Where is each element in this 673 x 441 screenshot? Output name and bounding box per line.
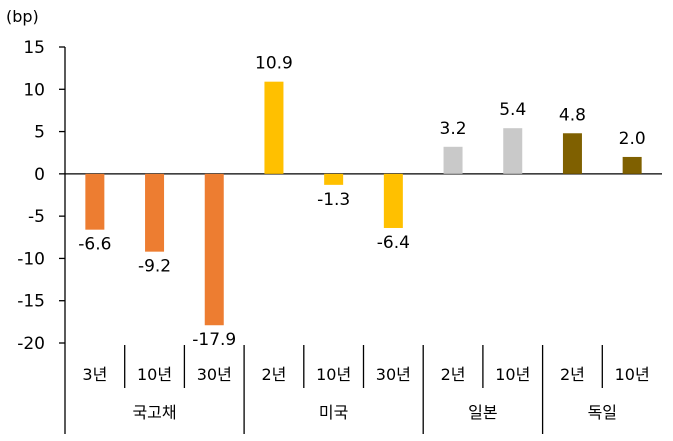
bar: [622, 156, 642, 174]
x-category-label: 10년: [316, 365, 351, 384]
x-category-label: 3년: [82, 365, 107, 384]
y-tick-label: -20: [17, 334, 45, 354]
y-tick-label: 10: [23, 80, 45, 100]
y-tick-label: -10: [17, 249, 45, 269]
data-label: 2.0: [619, 129, 646, 149]
bar: [503, 128, 523, 174]
x-group-label: 국고채: [132, 403, 176, 422]
bar: [264, 81, 284, 174]
data-label: 4.8: [559, 105, 586, 125]
x-category-label: 10년: [137, 365, 172, 384]
y-tick-label: 15: [23, 38, 45, 58]
data-labels: -6.6 -9.2 -17.9 10.9 -1.3 -6.4 3.2 5.4 4.8 2.0: [78, 54, 645, 351]
data-label: -1.3: [317, 190, 350, 210]
y-unit-label: (bp): [6, 7, 39, 26]
x-category-label: 2년: [261, 365, 286, 384]
x-category-label: 30년: [197, 365, 232, 384]
y-tick-label: 0: [34, 165, 45, 185]
x-category-label: 10년: [615, 365, 650, 384]
y-axis: 15 10 5 0 -5 -10 -15 -20: [17, 38, 662, 434]
data-label: 10.9: [255, 54, 293, 74]
data-label: -6.4: [377, 233, 410, 253]
data-label: 3.2: [440, 119, 467, 139]
data-label: -6.6: [78, 235, 111, 255]
bar: [443, 146, 463, 174]
bar: [324, 173, 344, 185]
bars: [85, 81, 642, 326]
data-label: 5.4: [499, 100, 526, 120]
x-category-label: 2년: [560, 365, 585, 384]
y-tick-label: 5: [34, 123, 45, 143]
bar: [145, 173, 165, 252]
y-tick-label: -15: [17, 292, 45, 312]
x-group-label: 미국: [319, 403, 348, 422]
x-category-label: 30년: [376, 365, 411, 384]
data-label: -9.2: [138, 257, 171, 277]
x-category-label: 10년: [495, 365, 530, 384]
bar: [85, 173, 105, 230]
data-label: -17.9: [192, 330, 236, 350]
bar: [204, 173, 224, 326]
x-group-label: 독일: [588, 403, 617, 422]
y-tick-label: -5: [28, 207, 45, 227]
bar: [383, 173, 403, 228]
bar: [562, 133, 582, 174]
x-group-label: 일본: [468, 403, 497, 422]
x-category-label: 2년: [441, 365, 466, 384]
